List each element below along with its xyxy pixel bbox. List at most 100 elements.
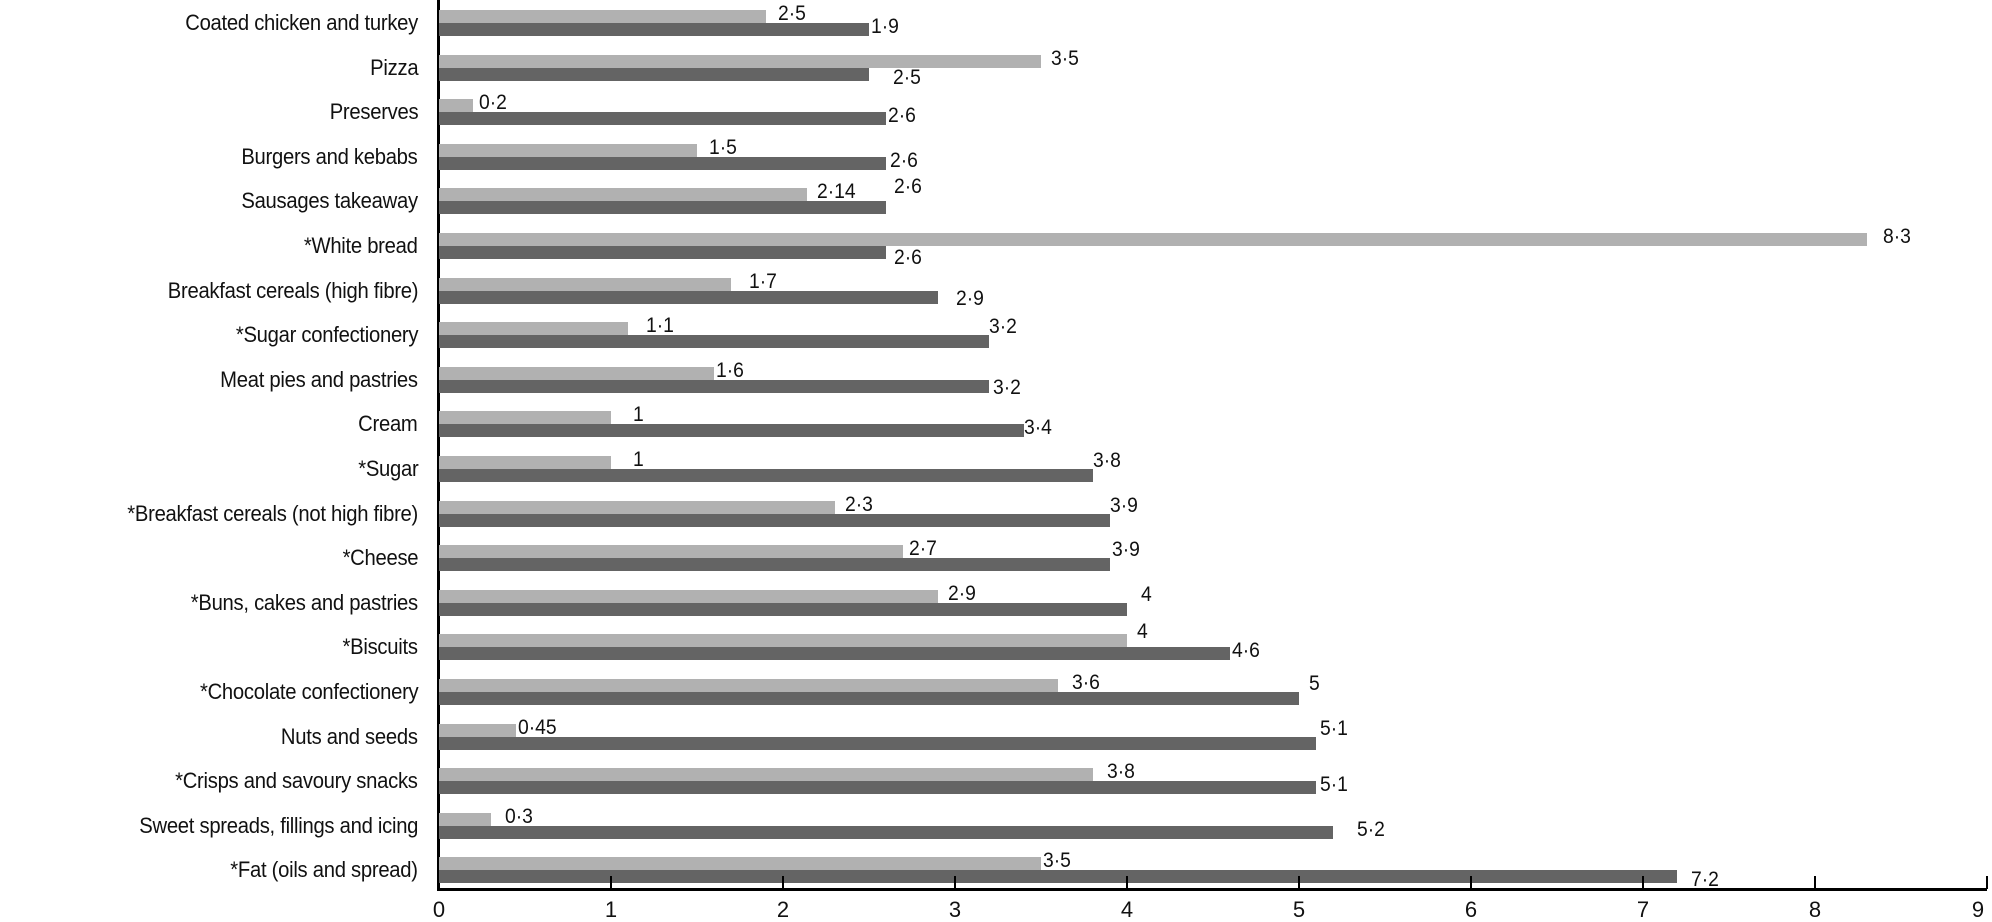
value-label-light: 0·3	[504, 804, 533, 828]
bar-dark	[439, 67, 869, 81]
bar-light	[439, 812, 491, 826]
value-label-light: 8·3	[1882, 225, 1911, 248]
bar-dark	[439, 335, 990, 349]
bar-dark	[439, 112, 887, 126]
bar-light	[439, 456, 611, 469]
x-tick-label: 4	[1120, 897, 1134, 922]
bar-light	[439, 500, 835, 514]
bar-dark	[439, 647, 1231, 661]
value-label-dark: 3·9	[1111, 538, 1140, 562]
x-tick-mark	[1298, 876, 1300, 889]
bar-dark	[439, 558, 1110, 572]
bar-dark	[439, 870, 1678, 884]
bar-light	[439, 10, 766, 23]
x-tick-mark	[954, 876, 956, 889]
category-label: *Sugar	[357, 456, 419, 481]
value-label-light: 1·7	[749, 269, 778, 293]
bar-dark	[439, 23, 869, 36]
value-label-dark: 5·1	[1320, 773, 1349, 797]
value-label-dark: 3·9	[1109, 493, 1138, 517]
value-label-dark: 5	[1309, 672, 1320, 695]
x-tick-label: 0	[432, 897, 446, 922]
bar-light	[439, 54, 1041, 68]
category-label: Sweet spreads, fillings and icing	[139, 812, 418, 838]
x-tick-label: 1	[604, 897, 618, 922]
value-label-light: 2·5	[777, 2, 806, 25]
value-label-light: 0·2	[479, 91, 508, 115]
x-tick-label: 5	[1292, 897, 1306, 922]
bar-light	[439, 679, 1059, 692]
category-label: Pizza	[369, 54, 418, 80]
value-label-dark: 2·5	[893, 65, 921, 89]
bar-light	[439, 768, 1093, 782]
value-label-dark: 5·1	[1320, 716, 1349, 740]
value-label-light: 0·45	[518, 715, 558, 739]
value-label-dark: 2·6	[888, 104, 917, 128]
x-tick-label: 9	[1971, 897, 1985, 922]
x-tick-mark	[782, 876, 784, 889]
category-label: *White bread	[304, 233, 418, 258]
bar-light	[439, 143, 697, 157]
category-label: *Crisps and savoury snacks	[175, 768, 418, 794]
value-label-dark: 7·2	[1691, 868, 1720, 892]
x-tick-label: 6	[1464, 897, 1478, 922]
category-label: *Chocolate confectionery	[199, 679, 419, 704]
value-label-dark: 2·6	[890, 148, 919, 172]
value-label-light: 1·1	[646, 314, 675, 338]
value-label-dark: 2·6	[894, 246, 923, 269]
x-tick-label: 8	[1808, 897, 1822, 922]
bar-dark	[439, 424, 1024, 438]
bar-light	[439, 411, 611, 425]
value-label-light: 1·6	[716, 358, 745, 382]
bar-dark	[439, 246, 887, 259]
category-label: Breakfast cereals (high fibre)	[167, 277, 419, 303]
bar-light	[439, 723, 517, 737]
value-label-dark: 3·2	[989, 315, 1018, 339]
value-label-light: 2·7	[909, 537, 938, 561]
value-label-light: 3·6	[1072, 671, 1101, 694]
value-label-light: 1	[633, 403, 644, 427]
value-label-light: 1	[633, 448, 644, 471]
category-label: *Sugar confectionery	[235, 322, 419, 348]
value-label-dark: 2·6	[894, 175, 923, 199]
bar-light	[439, 99, 474, 113]
bar-dark	[439, 156, 887, 170]
category-label: Preserves	[329, 99, 418, 125]
x-tick-label: 2	[776, 897, 790, 922]
value-label-light: 4	[1137, 620, 1148, 644]
x-tick-mark	[610, 876, 612, 889]
bar-light	[439, 857, 1041, 871]
value-label-light: 3·5	[1051, 46, 1079, 70]
x-tick-mark	[1126, 876, 1128, 889]
x-tick-label: 3	[948, 897, 962, 922]
bar-light	[439, 545, 904, 559]
bar-light	[439, 277, 732, 291]
x-tick-mark	[1470, 876, 1472, 889]
value-label-dark: 1·9	[871, 15, 899, 38]
bar-dark	[439, 736, 1317, 750]
value-label-dark: 3·2	[993, 375, 1022, 399]
bar-light	[439, 322, 629, 336]
category-label: Sausages takeaway	[241, 188, 419, 214]
bar-dark	[439, 692, 1299, 705]
value-label-light: 2·3	[844, 492, 873, 516]
bar-light	[439, 589, 938, 603]
value-label-dark: 4	[1141, 582, 1152, 606]
bar-dark	[439, 469, 1093, 482]
bar-dark	[439, 290, 938, 304]
x-tick-mark	[1642, 876, 1644, 889]
value-label-light: 3·5	[1043, 849, 1071, 873]
value-label-dark: 2·9	[955, 286, 984, 310]
x-axis-line	[437, 888, 1987, 891]
bar-light	[439, 366, 715, 380]
category-label: Coated chicken and turkey	[185, 10, 418, 35]
category-label: Cream	[358, 411, 419, 437]
value-label-light: 2·14	[817, 180, 856, 204]
category-label: *Cheese	[342, 545, 418, 571]
category-label: *Fat (oils and spread)	[230, 857, 419, 883]
value-label-light: 2·9	[947, 581, 976, 605]
bar-dark	[439, 201, 887, 215]
bar-dark	[439, 825, 1334, 839]
x-tick-mark	[1814, 876, 1816, 889]
